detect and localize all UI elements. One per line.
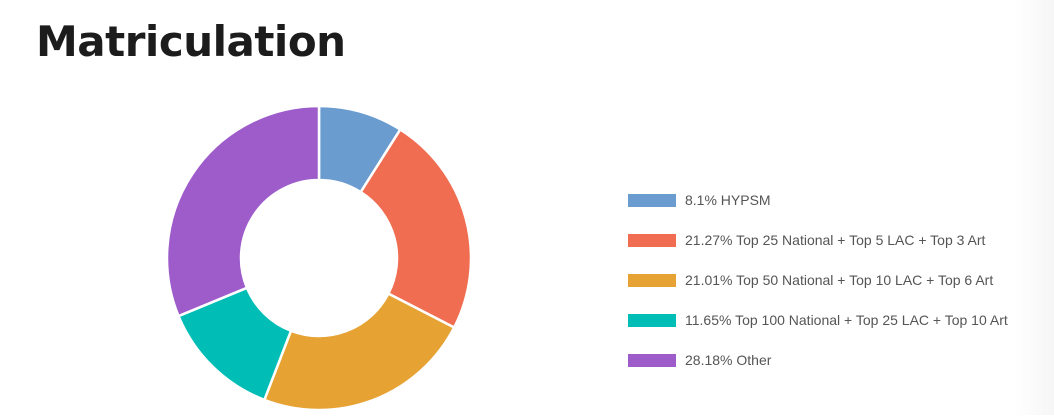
legend-swatch-1 (628, 193, 676, 207)
legend-item-1[interactable]: 8.1% HYPSM (628, 190, 1008, 210)
donut-chart (165, 104, 473, 412)
donut-slice-3[interactable] (263, 292, 456, 412)
legend-label-2: 21.27% Top 25 National + Top 5 LAC + Top… (685, 232, 986, 248)
legend-item-5[interactable]: 28.18% Other (628, 350, 1008, 370)
donut-slice-2[interactable] (359, 128, 473, 329)
legend-item-4[interactable]: 11.65% Top 100 National + Top 25 LAC + T… (628, 310, 1008, 330)
legend-label-5: 28.18% Other (685, 352, 772, 368)
legend-item-3[interactable]: 21.01% Top 50 National + Top 10 LAC + To… (628, 270, 1008, 290)
legend-swatch-4 (628, 313, 676, 327)
donut-slice-5[interactable] (165, 104, 321, 318)
legend-label-4: 11.65% Top 100 National + Top 25 LAC + T… (685, 312, 1008, 328)
page-title: Matriculation (36, 17, 346, 66)
chart-legend: 8.1% HYPSM 21.27% Top 25 National + Top 5… (628, 190, 1008, 390)
legend-swatch-5 (628, 353, 676, 367)
legend-label-3: 21.01% Top 50 National + Top 10 LAC + To… (685, 272, 994, 288)
right-edge-shade (1014, 0, 1054, 415)
legend-swatch-2 (628, 233, 676, 247)
legend-item-2[interactable]: 21.27% Top 25 National + Top 5 LAC + Top… (628, 230, 1008, 250)
legend-label-1: 8.1% HYPSM (685, 192, 771, 208)
legend-swatch-3 (628, 273, 676, 287)
